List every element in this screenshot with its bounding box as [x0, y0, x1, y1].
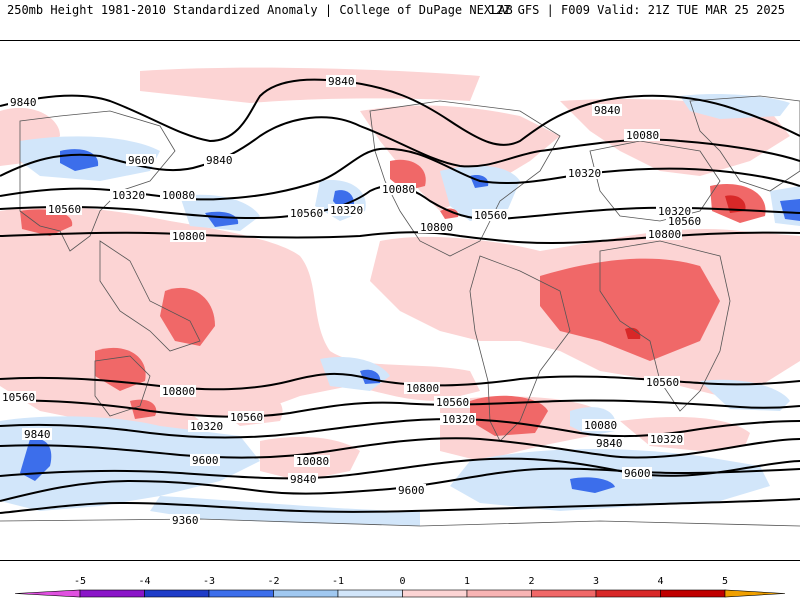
model-run-info: 12Z GFS | F009 Valid: 21Z TUE MAR 25 202… — [488, 3, 785, 17]
contour-label: 10560 — [646, 376, 679, 389]
contour-label: 10560 — [2, 391, 35, 404]
colorbar-tick-label: 3 — [593, 576, 599, 587]
contour-label: 9840 — [24, 428, 51, 441]
colorbar-tick-label: 1 — [464, 576, 470, 587]
colorbar-segments — [14, 589, 786, 598]
contour-label: 9840 — [594, 104, 621, 117]
contour-labels: 9840 9840 9600 9840 10320 10080 10560 10… — [0, 75, 702, 527]
contour-label: 10560 — [230, 411, 263, 424]
colorbar-tick-label: -2 — [267, 576, 279, 587]
contour-label: 10320 — [330, 204, 363, 217]
contour-label: 9600 — [128, 154, 155, 167]
colorbar-tick-label: -4 — [138, 576, 150, 587]
colorbar-tick-label: 0 — [399, 576, 405, 587]
colorbar-tick-label: -1 — [332, 576, 344, 587]
contour-label: 9360 — [172, 514, 199, 527]
contour-label: 9840 — [596, 437, 623, 450]
contour-label: 9840 — [206, 154, 233, 167]
contour-label: 10800 — [162, 385, 195, 398]
colorbar-tick-label: -5 — [74, 576, 86, 587]
contour-label: 10320 — [442, 413, 475, 426]
colorbar-tick-label: 4 — [657, 576, 663, 587]
colorbar-tick-label: -3 — [203, 576, 215, 587]
contour-label: 9600 — [192, 454, 219, 467]
colorbar-segment — [79, 589, 145, 598]
colorbar-segment — [208, 589, 274, 598]
coastlines — [0, 95, 800, 527]
contour-label: 10320 — [650, 433, 683, 446]
contour-label: 10080 — [584, 419, 617, 432]
contour-label: 10560 — [474, 209, 507, 222]
contour-label: 10080 — [382, 183, 415, 196]
contour-label: 10320 — [658, 205, 691, 218]
map-title: 250mb Height 1981-2010 Standardized Anom… — [7, 3, 513, 17]
anomaly-map: 9840 9840 9600 9840 10320 10080 10560 10… — [0, 40, 800, 561]
contour-label: 10080 — [296, 455, 329, 468]
contour-label: 10320 — [190, 420, 223, 433]
colorbar-segment — [273, 589, 339, 598]
contour-label: 10080 — [162, 189, 195, 202]
contour-label: 9840 — [10, 96, 37, 109]
colorbar-segment — [402, 589, 468, 598]
colorbar-segment — [337, 589, 403, 598]
anomaly-shading — [0, 67, 800, 526]
contour-label: 10800 — [420, 221, 453, 234]
contour-label: 10560 — [668, 215, 701, 228]
colorbar-segment — [595, 589, 661, 598]
colorbar-segment — [14, 589, 81, 598]
contour-label: 9600 — [398, 484, 425, 497]
contour-label: 10800 — [648, 228, 681, 241]
colorbar-segment — [724, 589, 786, 598]
colorbar-tick-labels: -5 -4 -3 -2 -1 0 1 2 3 4 5 — [74, 576, 728, 587]
contour-label: 9840 — [328, 75, 355, 88]
anomaly-colorbar: -5 -4 -3 -2 -1 0 1 2 3 4 5 — [14, 576, 786, 598]
contour-label: 10560 — [290, 207, 323, 220]
colorbar-segment — [466, 589, 532, 598]
contour-label: 10800 — [406, 382, 439, 395]
contour-label: 10320 — [112, 189, 145, 202]
colorbar-segment — [660, 589, 726, 598]
contour-label: 9840 — [290, 473, 317, 486]
contour-label: 10080 — [626, 129, 659, 142]
colorbar-segment — [531, 589, 597, 598]
contour-label: 10800 — [172, 230, 205, 243]
colorbar-tick-label: 2 — [528, 576, 534, 587]
contour-label: 10560 — [48, 203, 81, 216]
colorbar-tick-label: 5 — [722, 576, 728, 587]
contour-label: 9600 — [624, 467, 651, 480]
contour-label: 10320 — [568, 167, 601, 180]
colorbar-segment — [144, 589, 210, 598]
contour-label: 10560 — [436, 396, 469, 409]
